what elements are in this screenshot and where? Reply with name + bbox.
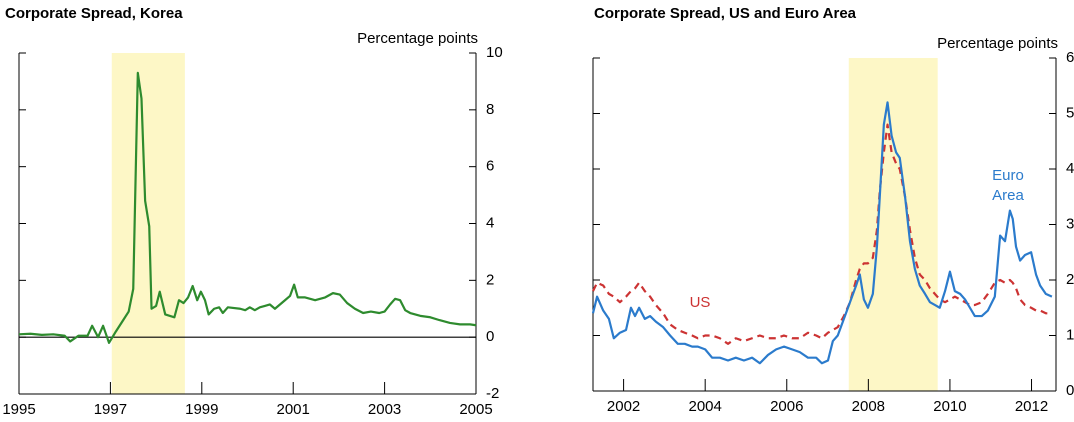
x-tick-label: 2010 <box>933 398 966 415</box>
chart-title: Corporate Spread, US and Euro Area <box>594 5 857 22</box>
series-label: Euro Area <box>992 167 1024 204</box>
y-tick-label: 0 <box>1066 382 1074 399</box>
y-axis-label: Percentage points <box>937 35 1058 52</box>
y-tick-label: 8 <box>486 101 494 118</box>
x-tick-label: 2006 <box>770 398 803 415</box>
y-tick-label: 0 <box>486 328 494 345</box>
y-axis-label: Percentage points <box>357 30 478 47</box>
y-tick-label: 4 <box>486 214 494 231</box>
x-tick-label: 1999 <box>185 401 218 418</box>
y-tick-label: 5 <box>1066 104 1074 121</box>
x-tick-label: 2004 <box>688 398 721 415</box>
y-tick-label: 1 <box>1066 326 1074 343</box>
x-tick-label: 2003 <box>368 401 401 418</box>
y-tick-label: -2 <box>486 385 499 402</box>
y-tick-label: 10 <box>486 44 503 61</box>
series-line <box>18 71 477 344</box>
x-tick-label: 2005 <box>459 401 492 418</box>
x-tick-label: 1995 <box>2 401 35 418</box>
y-tick-label: 3 <box>1066 215 1074 232</box>
recession-shade <box>848 58 938 391</box>
x-tick-label: 2002 <box>607 398 640 415</box>
x-tick-label: 2008 <box>852 398 885 415</box>
x-tick-label: 1997 <box>94 401 127 418</box>
series-line <box>591 101 1053 365</box>
x-tick-label: 2001 <box>277 401 310 418</box>
y-tick-label: 2 <box>1066 271 1074 288</box>
series-label: US <box>689 294 711 311</box>
y-tick-label: 6 <box>1066 49 1074 66</box>
series-line <box>592 123 1052 345</box>
y-tick-label: 6 <box>486 158 494 175</box>
x-tick-label: 2012 <box>1015 398 1048 415</box>
y-tick-label: 2 <box>486 271 494 288</box>
chart-title: Corporate Spread, Korea <box>5 5 183 22</box>
y-tick-label: 4 <box>1066 160 1074 177</box>
